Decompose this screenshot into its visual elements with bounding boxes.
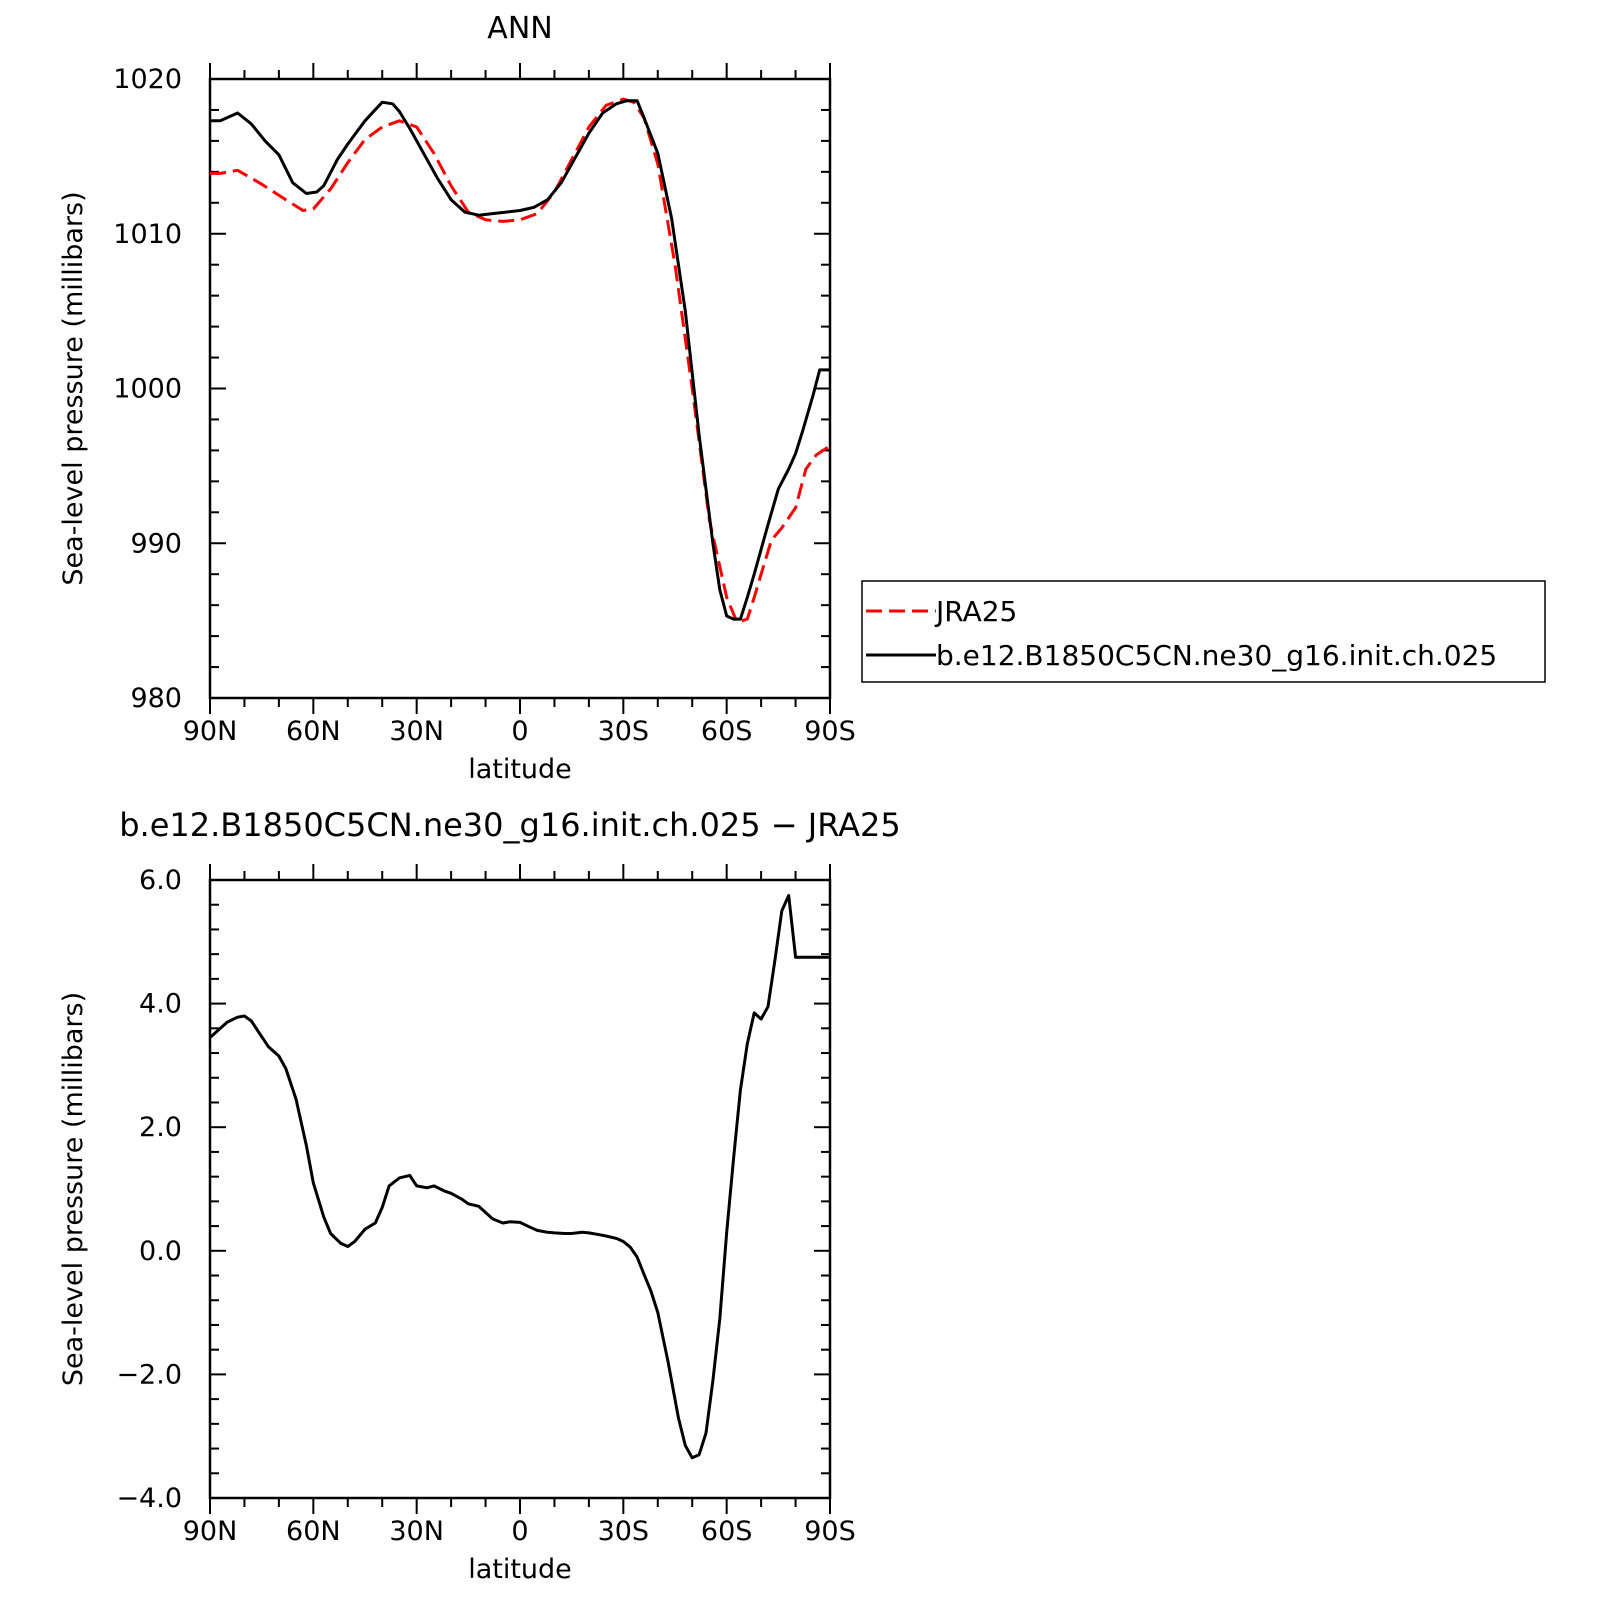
x-tick-label: 60N bbox=[286, 1516, 341, 1547]
panel-bottom: −4.0 −2.0 0.0 2.0 4.0 6.0 90N 60N 30N 0 30S 60S 90S l… bbox=[58, 806, 901, 1585]
y-tick-label: 990 bbox=[130, 528, 182, 559]
x-tick-label: 30S bbox=[598, 1516, 650, 1547]
x-tick-label: 90S bbox=[804, 1516, 856, 1547]
series-line-difference bbox=[210, 894, 830, 1460]
y-tick-label: −4.0 bbox=[116, 1483, 182, 1514]
legend-entry-label: JRA25 bbox=[934, 595, 1017, 628]
chart-title: b.e12.B1850C5CN.ne30_g16.init.ch.025 − J… bbox=[119, 806, 901, 844]
x-tick-label: 60N bbox=[286, 716, 341, 747]
y-axis-label: Sea-level pressure (millibars) bbox=[58, 191, 89, 585]
x-tick-label: 90N bbox=[183, 1516, 238, 1547]
y-tick-label: 2.0 bbox=[139, 1112, 182, 1143]
panel-top: 980 990 1000 1010 1020 90N 60N 30N 0 30S 60S 90S lat… bbox=[58, 11, 856, 785]
x-axis-label: latitude bbox=[468, 754, 572, 785]
x-tick-label: 60S bbox=[701, 1516, 753, 1547]
x-tick-label: 0 bbox=[511, 1516, 528, 1547]
x-tick-label: 30N bbox=[389, 716, 444, 747]
series-line-b-e12-b1850c5cn-ne30-g16-init-ch-025 bbox=[210, 99, 830, 621]
chart-title: ANN bbox=[487, 11, 552, 46]
legend: JRA25 b.e12.B1850C5CN.ne30_g16.init.ch.02… bbox=[861, 580, 1546, 683]
legend-box bbox=[861, 580, 1546, 683]
y-tick-label: 1010 bbox=[113, 219, 182, 250]
x-tick-label: 90S bbox=[804, 716, 856, 747]
x-tick-label: 60S bbox=[701, 716, 753, 747]
y-tick-label: −2.0 bbox=[116, 1359, 182, 1390]
x-tick-label: 0 bbox=[511, 716, 528, 747]
y-axis-label: Sea-level pressure (millibars) bbox=[58, 992, 89, 1386]
x-tick-label: 30N bbox=[389, 1516, 444, 1547]
x-axis-label: latitude bbox=[468, 1554, 572, 1585]
plot-frame bbox=[208, 77, 832, 700]
x-tick-label: 30S bbox=[598, 716, 650, 747]
y-tick-label: 0.0 bbox=[139, 1236, 182, 1267]
legend-entry-label: b.e12.B1850C5CN.ne30_g16.init.ch.025 bbox=[936, 639, 1497, 672]
y-tick-label: 980 bbox=[130, 683, 182, 714]
y-tick-label: 1000 bbox=[113, 374, 182, 405]
y-tick-label: 1020 bbox=[113, 64, 182, 95]
series-line-jra25 bbox=[210, 97, 830, 624]
x-tick-label: 90N bbox=[183, 716, 238, 747]
y-tick-label: 4.0 bbox=[139, 989, 182, 1020]
plot-frame bbox=[208, 878, 832, 1500]
y-tick-label: 6.0 bbox=[139, 865, 182, 896]
